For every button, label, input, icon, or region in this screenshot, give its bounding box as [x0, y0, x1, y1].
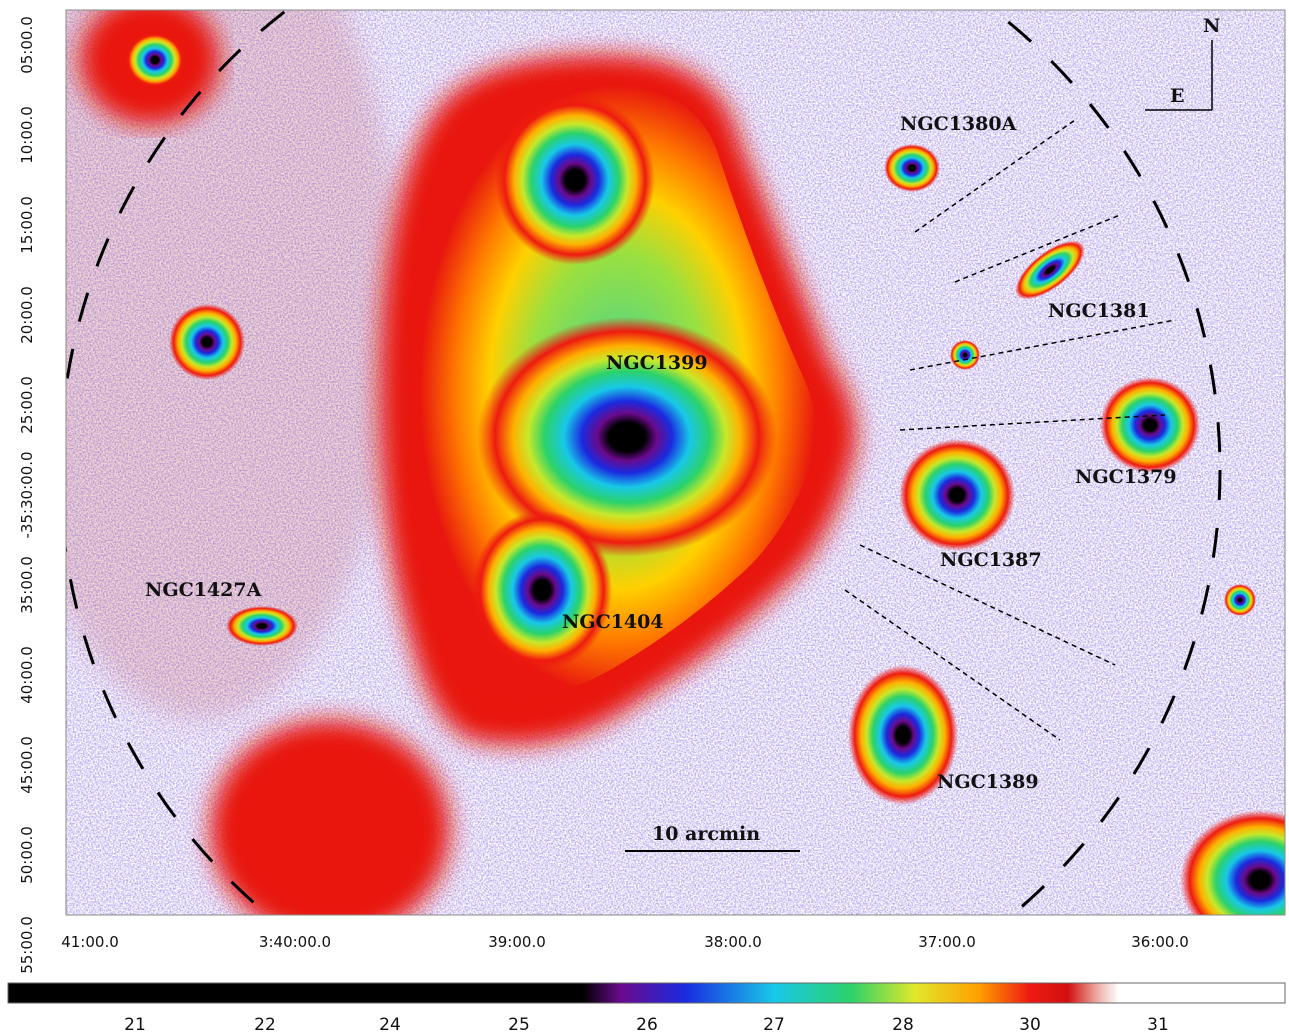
compass-east: E	[1170, 85, 1184, 107]
colorbar-labels: 21 22 24 25 26 27 28 30 31	[124, 1015, 1169, 1035]
y-tick-label: -35:30:00.0	[18, 451, 36, 538]
x-tick-label: 41:00.0	[61, 933, 119, 951]
y-tick-label: 10:00.0	[18, 106, 36, 164]
colorbar-label: 31	[1147, 1015, 1169, 1035]
y-tick-label: 35:00.0	[18, 556, 36, 614]
y-tick-label: 55:00.0	[18, 916, 36, 974]
x-tick-label: 39:00.0	[488, 933, 546, 951]
x-axis: 41:00.0 3:40:00.0 39:00.0 38:00.0 37:00.0 36:…	[61, 933, 1189, 951]
colorbar-label: 24	[379, 1015, 401, 1035]
x-tick-label: 37:00.0	[918, 933, 976, 951]
x-tick-label: 36:00.0	[1131, 933, 1189, 951]
colorbar-label: 25	[508, 1015, 530, 1035]
y-tick-label: 25:00.0	[18, 376, 36, 434]
galaxy-label: NGC1381	[1048, 300, 1150, 322]
galaxy-label: NGC1404	[562, 611, 664, 633]
galaxy-label: NGC1387	[940, 549, 1042, 571]
x-tick-label: 38:00.0	[704, 933, 762, 951]
y-tick-label: 15:00.0	[18, 196, 36, 254]
y-tick-label: 50:00.0	[18, 826, 36, 884]
colorbar-label: 22	[254, 1015, 276, 1035]
colorbar-label: 26	[636, 1015, 658, 1035]
x-tick-label: 3:40:00.0	[259, 933, 331, 951]
galaxy-label: NGC1380A	[900, 113, 1017, 135]
galaxy-label: NGC1389	[937, 771, 1039, 793]
y-tick-label: 20:00.0	[18, 286, 36, 344]
galaxy-label: NGC1427A	[145, 579, 262, 601]
colorbar-label: 28	[892, 1015, 914, 1035]
colorbar-label: 27	[763, 1015, 785, 1035]
y-axis: 05:00.0 10:00.0 15:00.0 20:00.0 25:00.0 -35:3…	[18, 16, 36, 974]
colorbar	[7, 982, 1286, 1004]
y-tick-label: 45:00.0	[18, 736, 36, 794]
y-tick-label: 05:00.0	[18, 16, 36, 74]
y-tick-label: 40:00.0	[18, 646, 36, 704]
galaxy-label: NGC1399	[606, 352, 708, 374]
galaxy-label: NGC1379	[1075, 466, 1177, 488]
colorbar-label: 30	[1019, 1015, 1041, 1035]
compass-north: N	[1203, 15, 1220, 37]
colorbar-label: 21	[124, 1015, 146, 1035]
scale-bar-label: 10 arcmin	[652, 823, 760, 845]
